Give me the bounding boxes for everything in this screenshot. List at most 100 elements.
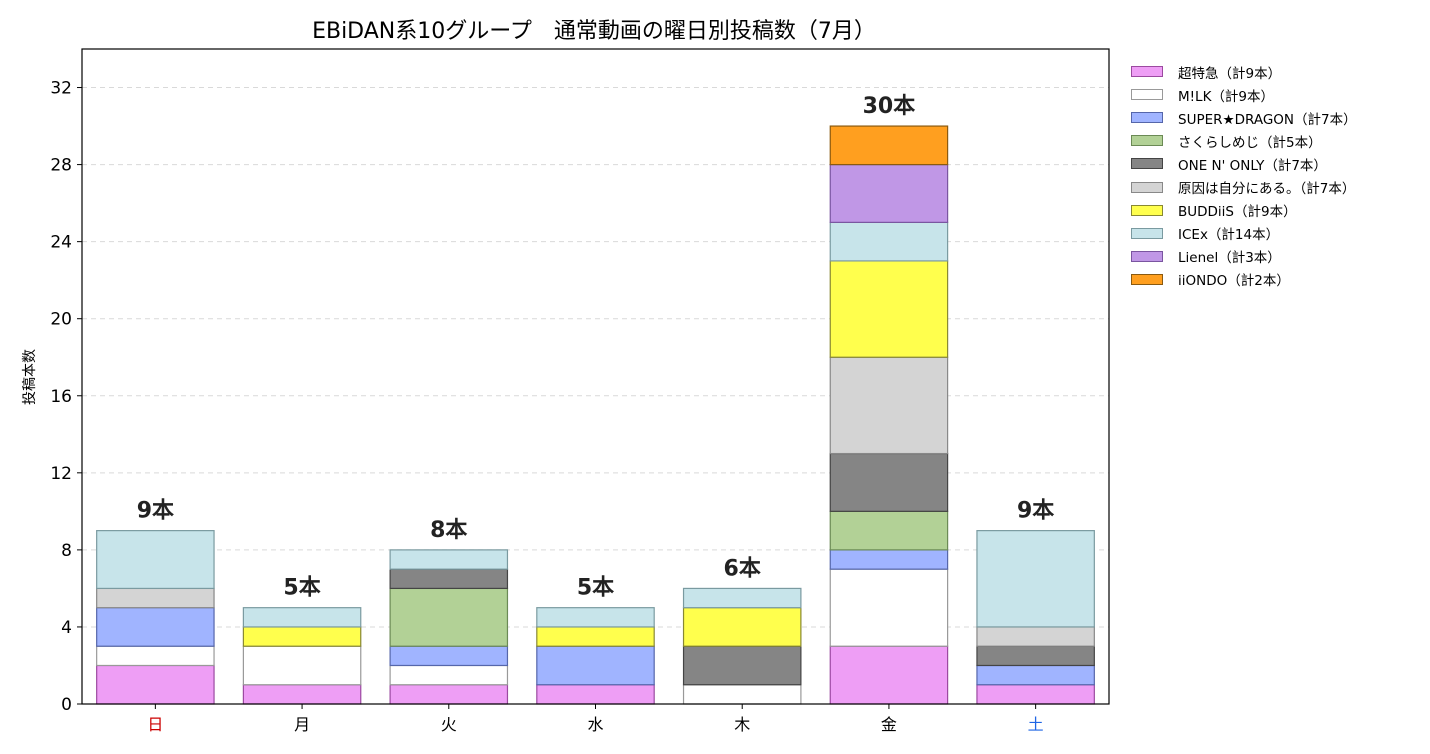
- y-tick-label: 32: [50, 79, 72, 99]
- y-tick-label: 0: [61, 695, 72, 715]
- legend-swatch: [1131, 204, 1163, 216]
- bar-segment: [682, 645, 802, 686]
- total-label: 30本: [863, 94, 916, 119]
- legend-item: さくらしめじ（計5本）: [1131, 129, 1357, 152]
- y-tick-label: 24: [50, 233, 72, 253]
- bar-segment: [682, 607, 802, 647]
- legend-swatch: [1131, 135, 1163, 147]
- y-tick-label: 28: [50, 156, 72, 176]
- legend-item: SUPER★DRAGON（計7本）: [1131, 106, 1357, 129]
- bar-segment: [389, 568, 509, 590]
- bar-segment: [829, 260, 949, 358]
- x-tick-label: 水: [587, 715, 603, 734]
- bar-segment: [96, 587, 215, 609]
- bar-segment: [242, 645, 362, 686]
- bar-segment: [829, 163, 949, 223]
- legend-swatch: [1131, 66, 1163, 78]
- bar-segment: [829, 125, 949, 166]
- bar-segment: [976, 626, 1095, 647]
- bar-segment: [976, 530, 1095, 628]
- bar-segment: [682, 587, 802, 609]
- legend-swatch: [1131, 273, 1163, 285]
- legend-item: iiONDO（計2本）: [1131, 268, 1357, 291]
- legend-label: 原因は自分にある。（計7本）: [1178, 181, 1356, 198]
- legend-label: ONE N' ONLY（計7本）: [1178, 157, 1327, 174]
- grid-lines: [82, 87, 1109, 628]
- legend-label: iiONDO（計2本）: [1178, 273, 1290, 290]
- bar-segment: [242, 607, 362, 628]
- bar-segment: [682, 684, 802, 705]
- bar-segment: [96, 607, 215, 647]
- legend-item: 原因は自分にある。（計7本）: [1131, 175, 1357, 198]
- bar-segment: [976, 664, 1095, 686]
- total-label: 5本: [283, 576, 320, 601]
- bar-segment: [829, 356, 949, 455]
- bar-segment: [242, 684, 362, 705]
- bar-segment: [242, 626, 362, 647]
- total-label: 5本: [577, 576, 614, 601]
- legend-label: M!LK（計9本）: [1178, 88, 1275, 105]
- bar-segment: [976, 645, 1095, 667]
- total-label: 9本: [1017, 499, 1054, 524]
- chart-title: EBiDAN系10グループ 通常動画の曜日別投稿数（7月）: [312, 19, 876, 44]
- legend-label: ICEx（計14本）: [1178, 227, 1280, 244]
- legend-item: Lienel（計3本）: [1131, 245, 1357, 268]
- total-label: 8本: [430, 518, 467, 543]
- legend: 超特急（計9本） M!LK（計9本） SUPER★DRAGON（計7本） さくらしめじ…: [1131, 60, 1357, 291]
- y-tick-label: 8: [61, 541, 72, 561]
- legend-swatch: [1131, 89, 1163, 101]
- bar-segment: [536, 607, 655, 628]
- bar-segment: [96, 645, 215, 667]
- x-tick-label: 火: [441, 715, 457, 734]
- bar-segment: [829, 452, 949, 512]
- bar-segment: [96, 664, 215, 705]
- x-tick-label: 木: [734, 715, 750, 734]
- bars: [96, 125, 1095, 705]
- bar-segment: [96, 530, 215, 590]
- legend-label: 超特急（計9本）: [1178, 65, 1282, 82]
- total-label: 6本: [724, 556, 761, 581]
- legend-item: 超特急（計9本）: [1131, 60, 1357, 83]
- bar-segment: [976, 684, 1095, 705]
- bar-segment: [536, 645, 655, 686]
- bar-segment: [829, 510, 949, 551]
- legend-label: さくらしめじ（計5本）: [1178, 134, 1322, 151]
- x-tick-label: 月: [294, 715, 310, 734]
- bar-segment: [829, 645, 949, 705]
- bar-segment: [389, 587, 509, 647]
- y-tick-label: 4: [61, 618, 72, 638]
- legend-label: BUDDiiS（計9本）: [1178, 204, 1297, 221]
- legend-swatch: [1131, 158, 1163, 170]
- legend-item: ONE N' ONLY（計7本）: [1131, 152, 1357, 175]
- plot-frame: [81, 48, 1110, 705]
- bar-segment: [536, 626, 655, 647]
- bar-segment: [389, 645, 509, 667]
- legend-swatch: [1131, 181, 1163, 193]
- x-tick-label: 金: [881, 715, 897, 734]
- bar-segment: [829, 221, 949, 262]
- bar-segment: [389, 664, 509, 686]
- legend-label: SUPER★DRAGON（計7本）: [1178, 111, 1357, 128]
- legend-swatch: [1131, 112, 1163, 124]
- legend-item: M!LK（計9本）: [1131, 83, 1357, 106]
- y-tick-label: 20: [50, 310, 72, 330]
- y-tick-label: 16: [50, 387, 72, 407]
- legend-swatch: [1131, 250, 1163, 262]
- bar-segment: [829, 549, 949, 570]
- x-tick-label: 土: [1028, 715, 1044, 734]
- y-tick-label: 12: [50, 464, 72, 484]
- axes: 日 月 火 水 木 金 土 0 4 8 12 16 20 24 28 32: [50, 48, 1110, 734]
- legend-item: ICEx（計14本）: [1131, 222, 1357, 245]
- legend-label: Lienel（計3本）: [1178, 250, 1281, 267]
- bar-segment: [536, 684, 655, 705]
- bar-segment: [389, 684, 509, 705]
- y-axis-label: 投稿本数: [22, 349, 38, 405]
- legend-item: BUDDiiS（計9本）: [1131, 199, 1357, 222]
- bar-segment: [829, 568, 949, 647]
- total-labels: 9本 5本 8本 5本 6本 30本 9本: [137, 94, 1055, 601]
- legend-swatch: [1131, 227, 1163, 239]
- bar-segment: [389, 549, 509, 570]
- x-tick-label: 日: [147, 715, 163, 734]
- total-label: 9本: [137, 499, 174, 524]
